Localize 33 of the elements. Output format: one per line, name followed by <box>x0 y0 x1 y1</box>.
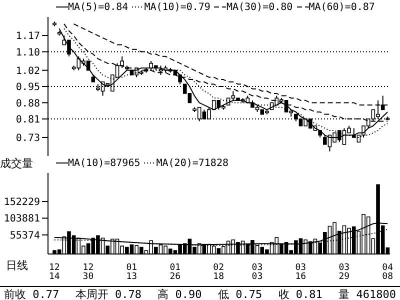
x-tick-label: 03 16 <box>295 263 306 282</box>
y-tick-label: 152229 <box>4 197 40 208</box>
x-tick-label: 12 14 <box>48 263 60 282</box>
y-tick-label: 1.02 <box>16 66 40 77</box>
y-tick-label: 1.10 <box>16 47 40 58</box>
x-tick-label: 03 29 <box>338 263 350 282</box>
text: 日线 <box>6 258 28 273</box>
text: 量 461800 <box>338 287 396 300</box>
x-tick-label: 01 13 <box>126 263 138 282</box>
y-tick-label: 0.81 <box>16 114 40 126</box>
y-tick-label: 55374 <box>10 230 40 242</box>
y-tick-label: 1.17 <box>16 31 40 42</box>
y-axis-title: 成交量 <box>0 156 34 170</box>
y-tick-label: 0.73 <box>16 133 40 144</box>
x-tick-label: 04 08 <box>382 263 394 282</box>
text: 高 0.90 <box>158 287 202 300</box>
legend-label: MA(30)=0.80 <box>226 2 293 12</box>
x-tick-label: 12 30 <box>82 263 94 282</box>
text: 收 0.81 <box>278 287 322 300</box>
text: 低 0.75 <box>218 287 262 300</box>
x-tick-label: 02 18 <box>213 263 224 282</box>
legend-label: MA(10)=0.79 <box>144 2 210 12</box>
y-tick-label: 0.88 <box>16 98 40 110</box>
legend-label: MA(5)=0.84 <box>68 2 128 12</box>
x-tick-label: 01 26 <box>170 263 181 282</box>
x-tick-label: 03 03 <box>252 263 263 282</box>
legend-label: MA(20)=71828 <box>156 158 228 168</box>
y-tick-label: 103881 <box>4 214 40 225</box>
legend-label: MA(60)=0.87 <box>308 2 375 12</box>
text: 前收 0.77 <box>4 287 60 300</box>
y-tick-label: 0.95 <box>16 82 40 94</box>
text: 本周开 0.78 <box>75 287 142 300</box>
legend-label: MA(10)=87965 <box>68 158 140 168</box>
